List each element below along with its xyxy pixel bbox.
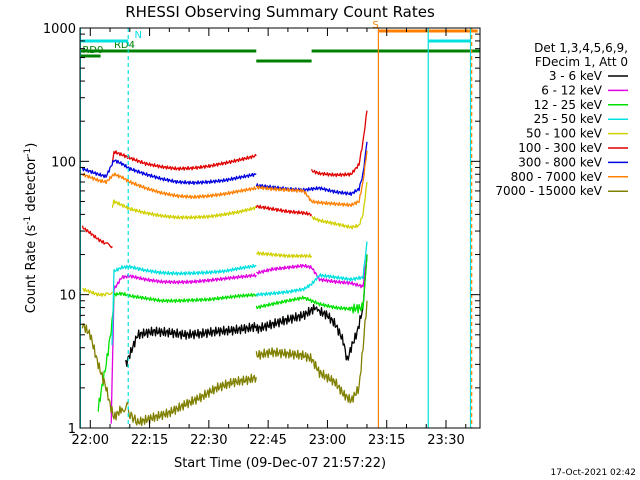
x-tick-label-3: 22:45 — [249, 433, 286, 448]
legend-label-8: 7000 - 15000 keV — [495, 184, 602, 198]
x-tick-label-1: 22:15 — [131, 433, 168, 448]
legend-label-5: 100 - 300 keV — [518, 141, 602, 155]
legend-header-line-2: FDecim 1, Att 0 — [535, 55, 628, 69]
flag-label-3: N — [135, 30, 142, 41]
legend-header-line-1: Det 1,3,4,5,6,9, — [534, 41, 628, 55]
series-5-segment-3 — [310, 110, 368, 178]
series-6 — [81, 141, 368, 197]
series-2-segment-0 — [97, 291, 257, 412]
series-7-segment-1 — [255, 150, 368, 208]
series-0-segment-1 — [255, 254, 368, 361]
plot-frame — [79, 27, 481, 429]
x-tick-label-4: 23:00 — [309, 433, 346, 448]
series-layer — [81, 110, 368, 427]
series-7 — [81, 150, 368, 208]
x-tick-label-0: 22:00 — [72, 433, 109, 448]
series-5 — [81, 110, 368, 249]
series-2 — [97, 254, 368, 412]
legend-label-0: 3 - 6 keV — [549, 69, 603, 83]
flag-label-1: RD4 — [114, 40, 135, 51]
series-0 — [125, 254, 368, 367]
chart-title: RHESSI Observing Summary Count Rates — [125, 3, 435, 21]
x-tick-label-6: 23:30 — [427, 433, 464, 448]
series-4-segment-3 — [311, 181, 368, 230]
legend: Det 1,3,4,5,6,9, FDecim 1, Att 0 3 - 6 k… — [495, 41, 628, 198]
legend-label-7: 800 - 7000 keV — [511, 170, 603, 184]
series-3 — [111, 241, 368, 346]
legend-label-6: 300 - 800 keV — [518, 155, 602, 169]
legend-label-1: 6 - 12 keV — [541, 83, 603, 97]
legend-label-2: 12 - 25 keV — [534, 98, 603, 112]
series-8-segment-1 — [127, 373, 257, 427]
series-3-segment-0 — [111, 263, 257, 346]
flag-label-4: S — [372, 20, 378, 31]
series-5-segment-0 — [81, 225, 113, 249]
flag-layer: RD0RD4NS — [80, 20, 480, 63]
series-3-segment-1 — [255, 241, 368, 297]
series-4-segment-2 — [256, 251, 313, 259]
series-5-segment-2 — [255, 204, 313, 217]
legend-label-3: 25 - 50 keV — [534, 112, 603, 126]
footer-timestamp: 17-Oct-2021 02:42 — [551, 468, 636, 478]
y-tick-label-3: 1000 — [43, 22, 76, 37]
series-4 — [82, 181, 368, 297]
series-4-segment-1 — [111, 199, 257, 220]
series-6-segment-1 — [255, 141, 368, 197]
y-tick-label-1: 10 — [59, 289, 76, 304]
series-1-segment-0 — [110, 273, 257, 424]
series-8-segment-0 — [81, 323, 129, 421]
legend-label-4: 50 - 100 keV — [526, 127, 603, 141]
series-1 — [110, 254, 368, 424]
series-5-segment-1 — [111, 150, 257, 171]
y-axis-label: Count Rate (s-1 detector-1) — [23, 143, 39, 314]
series-0-segment-0 — [125, 322, 257, 367]
y-tick-label-2: 100 — [51, 155, 76, 170]
series-2-segment-1 — [255, 254, 368, 314]
series-4-segment-0 — [82, 287, 113, 297]
vline-layer — [79, 28, 473, 428]
series-8-segment-2 — [255, 300, 368, 404]
x-tick-label-2: 22:30 — [190, 433, 227, 448]
series-6-segment-0 — [81, 159, 257, 186]
y-tick-label-0: 1 — [68, 422, 76, 437]
x-tick-label-5: 23:15 — [368, 433, 405, 448]
series-8 — [81, 300, 368, 427]
axis-layer: 22:00 22:15 22:30 22:45 23:00 23:15 23:30 1 10 10… — [43, 22, 481, 448]
series-7-segment-0 — [81, 172, 257, 200]
series-1-segment-1 — [256, 254, 368, 289]
x-axis-label: Start Time (09-Dec-07 21:57:22) — [174, 456, 386, 471]
